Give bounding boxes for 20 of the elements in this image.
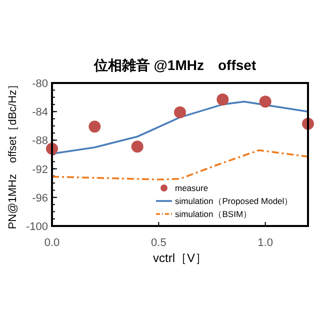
point xyxy=(216,93,229,106)
y-tick-label: -84 xyxy=(32,106,48,119)
point xyxy=(259,96,272,108)
legend-label: simulation（Proposed Model） xyxy=(175,196,294,206)
legend-label: measure xyxy=(175,183,208,193)
y-tick-label: -92 xyxy=(32,164,48,176)
y-tick-label: -100 xyxy=(26,221,48,233)
x-tick-label: 1.0 xyxy=(258,237,273,249)
point xyxy=(131,140,144,153)
y-axis-title: PN@1MHz offset［dBc/Hz］ xyxy=(7,78,19,230)
y-tick-label: -80 xyxy=(32,78,48,90)
x-tick-label: 0.5 xyxy=(151,237,166,249)
point xyxy=(88,120,101,133)
y-tick-label: -88 xyxy=(32,135,48,148)
point xyxy=(174,106,186,118)
y-tick-label: -96 xyxy=(32,192,48,204)
chart-title: 位相雑音 @1MHz offset xyxy=(92,57,256,73)
x-tick-label: 0.0 xyxy=(44,237,60,249)
x-axis-title: vctrl［V］ xyxy=(153,251,207,265)
legend-label: simulation（BSIM） xyxy=(175,209,252,219)
